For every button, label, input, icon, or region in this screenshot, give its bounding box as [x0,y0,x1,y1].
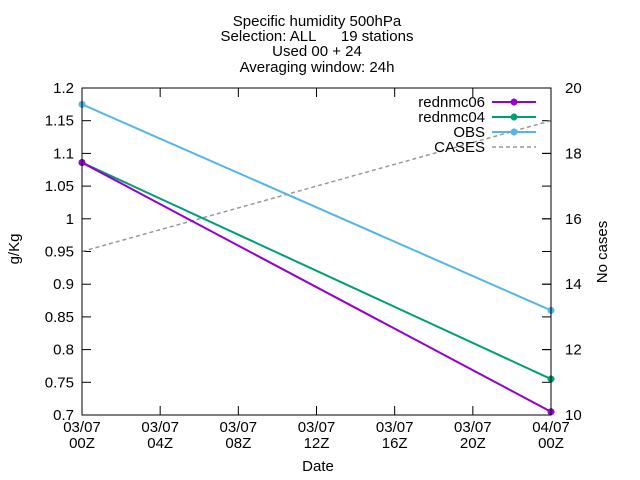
y-tick-label: 0.9 [53,276,74,293]
x-axis-label: Date [302,458,334,475]
x-tick-label-date: 03/07 [376,419,414,436]
y2-tick-label: 18 [565,145,582,162]
series-rednmc04 [78,159,555,383]
y-axis-label: g/Kg [6,234,23,265]
legend-entry: OBS [453,124,536,141]
title-line-2: Selection: ALL 19 stations [221,28,414,45]
legend-entry: rednmc04 [418,109,536,126]
title-line-4: Averaging window: 24h [240,59,395,76]
y2-axis-label: No cases [594,221,611,284]
title-line-1: Specific humidity 500hPa [233,13,402,30]
series-line [81,161,552,380]
legend-marker [510,128,518,136]
x-tick-label-date: 03/07 [141,419,179,436]
y-tick-label: 1.2 [53,80,74,97]
legend-label: CASES [434,139,485,156]
title-line-3: Used 00 + 24 [272,43,362,60]
y-tick-label: 1.15 [45,113,74,130]
y2-tick-label: 14 [565,276,582,293]
y-tick-label: 0.8 [53,342,74,359]
tick-labels: 0.7 0.75 0.8 0.85 0.9 0.95 1 1.05 1.1 1.15 1.2 10 12… [45,80,582,452]
y2-tick-label: 20 [565,80,582,97]
legend-label: rednmc06 [418,94,485,111]
y2-tick-label: 16 [565,211,582,228]
y2-tick-label: 12 [565,342,582,359]
y-tick-label: 0.95 [45,244,74,261]
x-tick-label-date: 04/07 [532,419,570,436]
series-line [81,103,552,312]
y-tick-label: 1 [66,211,74,228]
legend-label: OBS [453,124,485,141]
legend-entry: CASES [434,139,536,156]
x-tick-label-hour: 12Z [304,435,330,452]
legend-marker [510,113,518,121]
legend-entry: rednmc06 [418,94,536,111]
x-tick-label-date: 03/07 [63,419,101,436]
x-tick-label-date: 03/07 [298,419,336,436]
plot-frame [81,87,552,416]
chart-title: Specific humidity 500hPa Selection: ALL … [221,13,414,76]
legend-label: rednmc04 [418,109,485,126]
y2-tick-label: 10 [565,407,582,424]
x-tick-label-hour: 08Z [225,435,251,452]
series-rednmc06 [78,159,555,416]
x-tick-label-hour: 00Z [69,435,95,452]
x-tick-label-hour: 00Z [538,435,564,452]
y-tick-label: 1.1 [53,145,74,162]
x-tick-label-date: 03/07 [454,419,492,436]
x-tick-label-date: 03/07 [220,419,258,436]
x-tick-label-hour: 16Z [382,435,408,452]
x-tick-label-hour: 04Z [147,435,173,452]
series-line [81,161,552,413]
y-tick-label: 0.7 [53,407,74,424]
legend-marker [510,98,518,106]
y-tick-label: 0.75 [45,374,74,391]
y-tick-label: 1.05 [45,178,74,195]
y-tick-label: 0.85 [45,309,74,326]
x-tick-label-hour: 20Z [460,435,486,452]
